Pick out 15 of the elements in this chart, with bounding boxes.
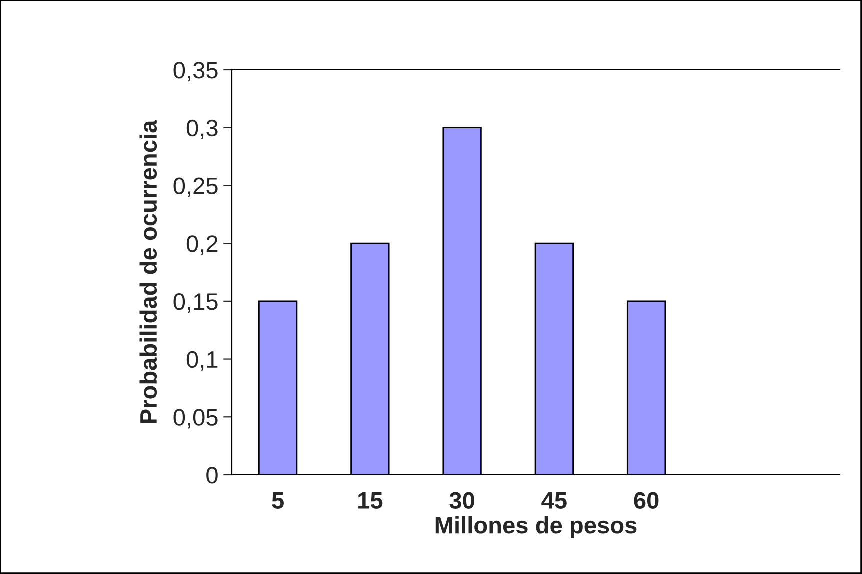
y-tick-label: 0,15: [174, 293, 218, 314]
y-tick-label: 0,35: [174, 62, 218, 82]
y-tick-label: 0: [206, 467, 218, 484]
y-tick-label: 0,05: [174, 409, 218, 429]
y-tick-label: 0,2: [186, 236, 218, 256]
y-axis-title: Probabilidad de ocurrencia: [140, 120, 158, 424]
y-tick-label: 0,3: [186, 120, 218, 140]
x-tick-label: 5: [272, 492, 284, 510]
x-axis-title: Millones de pesos: [436, 516, 637, 538]
x-tick-label: 15: [358, 492, 383, 510]
x-tick-label: 30: [450, 492, 474, 510]
x-tick-label: 60: [634, 492, 659, 510]
y-tick-label: 0,25: [174, 178, 218, 198]
y-tick-label: 0,1: [186, 351, 218, 371]
x-tick-label: 45: [542, 492, 567, 510]
